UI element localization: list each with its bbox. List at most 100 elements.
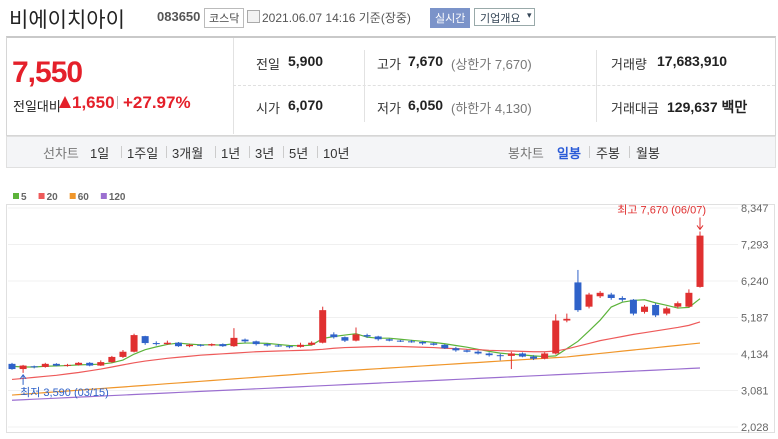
- candle-body: [163, 342, 171, 345]
- time: 2021.06.07 14:16 기준(장중): [262, 11, 411, 25]
- divider: [596, 50, 597, 122]
- stat-note: (상한가 7,670): [451, 57, 532, 72]
- candle-body: [574, 282, 582, 311]
- candle-body: [474, 351, 482, 354]
- candle-body: [674, 303, 682, 307]
- tab[interactable]: 10년: [323, 146, 350, 161]
- candle-body: [252, 341, 260, 345]
- candle-body: [308, 342, 316, 345]
- candle-body: [330, 334, 338, 338]
- legend-swatch: [69, 193, 76, 199]
- market-badge: 코스닥: [204, 8, 245, 28]
- tab[interactable]: 월봉: [636, 146, 660, 161]
- company-button[interactable]: 기업개요 ▾: [474, 8, 536, 26]
- stat-label: 전일: [256, 57, 280, 72]
- candle-body: [685, 292, 693, 307]
- candle-body: [407, 341, 415, 343]
- stat-value: 129,637 백만: [667, 99, 748, 115]
- candle-body: [641, 306, 649, 312]
- change: 1,650: [72, 93, 115, 112]
- annotation-arrow: [696, 225, 704, 231]
- candle-body: [663, 308, 671, 314]
- price-panel: [6, 36, 776, 136]
- tab[interactable]: 1주일: [127, 146, 159, 161]
- candle-body: [463, 350, 471, 352]
- stock-name: 비에이치아이: [9, 9, 125, 32]
- divider: [233, 85, 775, 86]
- stat-label: 거래량: [611, 57, 647, 72]
- tab[interactable]: 3개월: [172, 146, 204, 161]
- up-arrow: [59, 96, 71, 108]
- stat-value: 7,670: [408, 53, 444, 69]
- candle-body: [130, 335, 138, 352]
- tab[interactable]: 1년: [221, 146, 241, 161]
- legend-swatch: [38, 193, 45, 199]
- candle-body: [530, 356, 538, 359]
- stock-code: 083650: [157, 9, 201, 24]
- candle-body: [696, 235, 704, 287]
- y-tick-label: 5,187: [741, 313, 769, 325]
- candle-body: [507, 353, 515, 356]
- divider: [117, 96, 118, 109]
- tab-separator: [283, 146, 284, 158]
- candle-body: [75, 362, 83, 365]
- stat-label: 고가: [377, 57, 401, 72]
- tab[interactable]: 5년: [289, 146, 309, 161]
- candle-body: [563, 318, 571, 321]
- y-tick-label: 6,240: [741, 276, 769, 288]
- legend-label: 5: [21, 192, 27, 203]
- candle-body: [97, 362, 105, 366]
- high-annotation: 최고 7,670 (06/07): [617, 203, 706, 216]
- tab-separator: [249, 146, 250, 158]
- moving-average: [11, 321, 701, 381]
- tab[interactable]: 일봉: [557, 146, 581, 161]
- divider: [364, 50, 365, 122]
- stat-value: 5,900: [288, 53, 324, 69]
- candle-body: [41, 363, 49, 367]
- tab[interactable]: 1일: [90, 146, 110, 161]
- tab[interactable]: 3년: [255, 146, 275, 161]
- candle-body: [430, 343, 438, 345]
- candle-body: [19, 365, 27, 370]
- tab-separator: [166, 146, 167, 158]
- candle-body: [319, 310, 327, 343]
- legend-swatch: [100, 193, 107, 199]
- realtime-button[interactable]: 실시간: [430, 8, 471, 28]
- stat-value: 6,070: [288, 97, 324, 113]
- annotation-arrow: [19, 374, 27, 380]
- candle-body: [241, 339, 249, 342]
- company-label: 기업개요: [480, 13, 521, 25]
- low-annotation: 최저 3,590 (03/15): [20, 386, 109, 399]
- stat-value: 17,683,910: [657, 53, 728, 69]
- candle-body: [108, 356, 116, 363]
- candle-body: [208, 344, 216, 346]
- moving-average: [11, 342, 701, 396]
- candle-body: [652, 304, 660, 316]
- candle-body: [197, 344, 205, 346]
- change-rate: +27.97%: [123, 93, 191, 112]
- stat-label: 거래대금: [611, 101, 659, 116]
- candle-body: [618, 298, 626, 300]
- candle-body: [352, 334, 360, 341]
- tab[interactable]: 주봉: [596, 146, 620, 161]
- candle-body: [230, 337, 238, 347]
- candle-body: [341, 337, 349, 341]
- y-tick-label: 7,293: [741, 240, 769, 252]
- legend-swatch: [13, 193, 19, 199]
- candle-body: [541, 353, 549, 359]
- candle-body: [274, 345, 282, 347]
- moving-average: [11, 367, 701, 401]
- candle-body: [297, 344, 305, 347]
- candle-body: [396, 340, 404, 342]
- candle-body: [385, 339, 393, 341]
- stat-value: 6,050: [408, 97, 444, 113]
- change-label: 전일대비: [13, 99, 61, 114]
- tab-separator: [317, 146, 318, 158]
- candle-body: [496, 355, 504, 357]
- candle-body: [485, 353, 493, 356]
- candle-body: [263, 344, 271, 346]
- candle-body: [585, 294, 593, 307]
- candle-body: [186, 344, 194, 347]
- legend-label: 120: [109, 192, 126, 203]
- tab-separator: [121, 146, 122, 158]
